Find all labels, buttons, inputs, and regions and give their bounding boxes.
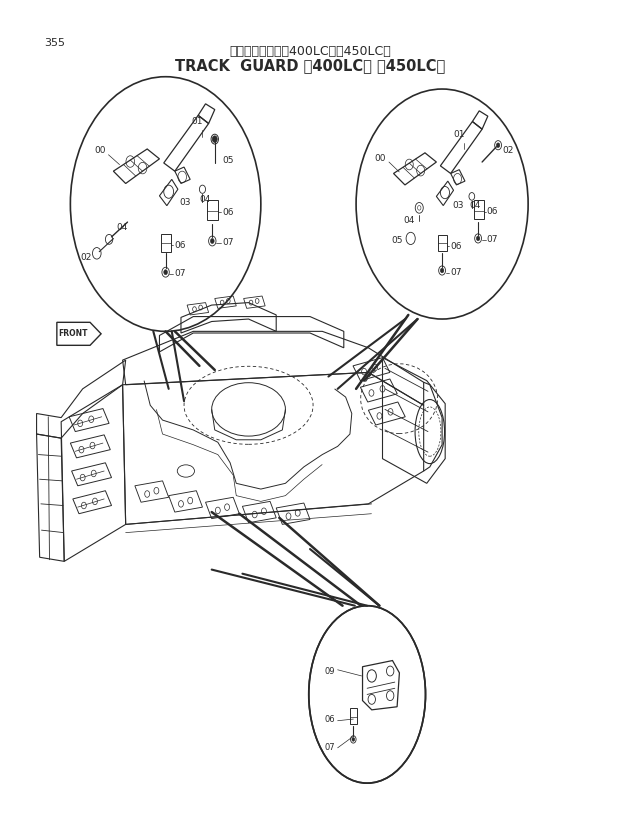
Bar <box>438 235 446 251</box>
Text: 07: 07 <box>174 270 186 279</box>
Text: 05: 05 <box>222 156 234 165</box>
Text: 07: 07 <box>324 743 335 753</box>
Text: 09: 09 <box>325 667 335 676</box>
Text: TRACK  GUARD 〈400LC〉 〈450LC〉: TRACK GUARD 〈400LC〉 〈450LC〉 <box>175 59 445 74</box>
Circle shape <box>164 270 167 275</box>
Text: 05: 05 <box>392 237 403 245</box>
Text: 01: 01 <box>192 117 203 126</box>
Text: FRONT: FRONT <box>58 329 88 338</box>
Text: 355: 355 <box>45 38 66 48</box>
Circle shape <box>476 237 480 241</box>
Text: 04: 04 <box>469 201 481 210</box>
Bar <box>474 200 484 219</box>
Text: 06: 06 <box>487 208 498 216</box>
Text: トラックガード〈400LC〉〈450LC〉: トラックガード〈400LC〉〈450LC〉 <box>229 45 391 59</box>
Text: 06: 06 <box>174 241 186 250</box>
Text: 02: 02 <box>502 146 513 155</box>
Text: 06: 06 <box>324 715 335 724</box>
Circle shape <box>352 738 355 741</box>
Text: 04: 04 <box>116 222 128 232</box>
Text: 07: 07 <box>450 268 462 277</box>
Circle shape <box>212 136 217 142</box>
Text: 00: 00 <box>374 154 386 163</box>
Circle shape <box>440 268 444 273</box>
Text: 03: 03 <box>453 201 464 210</box>
Text: 03: 03 <box>179 198 190 207</box>
Text: 01: 01 <box>453 130 465 139</box>
Bar <box>207 200 218 221</box>
Text: 04: 04 <box>403 217 415 225</box>
Text: 00: 00 <box>94 146 105 155</box>
Text: 02: 02 <box>81 253 92 262</box>
Text: 07: 07 <box>222 238 234 247</box>
Bar <box>350 708 357 724</box>
Circle shape <box>210 238 214 243</box>
Text: 07: 07 <box>487 236 498 245</box>
Text: 06: 06 <box>222 208 234 217</box>
Bar <box>161 233 171 251</box>
Text: 04: 04 <box>200 195 211 204</box>
Circle shape <box>497 143 500 147</box>
Text: 06: 06 <box>450 241 462 251</box>
